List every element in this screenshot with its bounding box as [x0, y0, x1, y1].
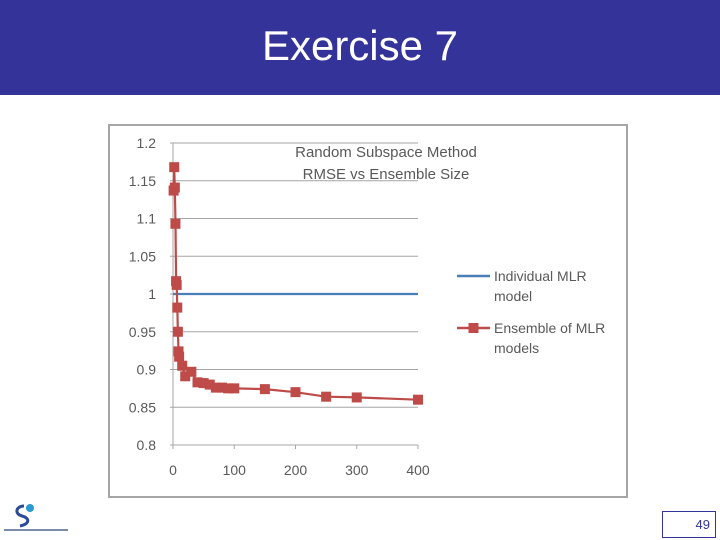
y-tick-label: 1.1: [137, 211, 157, 227]
ensemble-point: [259, 384, 270, 395]
legend-swatch-marker: [468, 323, 479, 333]
ensemble-point: [169, 182, 180, 193]
series: [168, 162, 423, 405]
ensemble-point: [204, 379, 215, 390]
rmse-chart: 1.2 1.15 1.1 1.05 1 0.95 0.9 0.85 0.8 0 100 200 300…: [129, 135, 606, 478]
ensemble-point: [174, 351, 185, 362]
chart-frame: [108, 124, 628, 498]
x-tick-label: 0: [169, 462, 177, 478]
slide-title: Exercise 7: [261, 22, 459, 69]
ensemble-point: [173, 346, 184, 357]
ensemble-point: [186, 366, 197, 377]
ensemble-point: [351, 392, 362, 403]
ensemble-point: [192, 377, 203, 388]
gridlines: [170, 142, 418, 449]
ensemble-point: [210, 382, 221, 393]
ensemble-point: [290, 387, 301, 398]
y-tick-label: 0.85: [129, 399, 156, 415]
ensemble-point: [172, 326, 183, 337]
series-line-ensemble: [172, 167, 419, 401]
logo-icon: [4, 504, 68, 531]
ensemble-point: [177, 360, 188, 371]
x-tick-label: 100: [223, 462, 247, 478]
ensemble-point: [229, 383, 240, 394]
ensemble-point: [169, 162, 180, 173]
chart-title: Random Subspace Method: [295, 144, 477, 161]
legend-label: Individual MLR: [494, 268, 587, 284]
ensemble-point: [172, 302, 183, 313]
y-tick-label: 1.2: [137, 135, 157, 151]
legend-label: Ensemble of MLR: [494, 320, 605, 336]
page-number: 49: [662, 511, 716, 538]
x-tick-label: 300: [345, 462, 369, 478]
x-tick-label: 400: [406, 462, 430, 478]
x-tick-label: 200: [284, 462, 308, 478]
legend: Individual MLR model Ensemble of MLR models: [457, 268, 605, 356]
y-tick-label: 0.95: [129, 324, 156, 340]
y-axis-ticks: 1.2 1.15 1.1 1.05 1 0.95 0.9 0.85 0.8: [129, 135, 156, 453]
slide-header: Exercise 7: [0, 0, 720, 95]
legend-label: models: [494, 340, 539, 356]
ensemble-point: [217, 382, 227, 393]
ensemble-point: [171, 279, 182, 290]
y-tick-label: 0.9: [137, 362, 157, 378]
ensemble-point: [223, 383, 234, 394]
y-tick-label: 0.8: [137, 437, 157, 453]
y-tick-label: 1.05: [129, 248, 156, 264]
ensemble-point: [180, 371, 191, 382]
ensemble-point: [170, 218, 181, 229]
university-logo: [2, 500, 72, 534]
legend-label: model: [494, 288, 532, 304]
y-tick-label: 1.15: [129, 173, 156, 189]
x-axis-ticks: 0 100 200 300 400: [169, 445, 430, 478]
ensemble-point: [413, 394, 423, 405]
chart-subtitle: RMSE vs Ensemble Size: [303, 166, 470, 183]
ensemble-point: [321, 391, 332, 402]
y-tick-label: 1: [148, 286, 156, 302]
ensemble-point: [198, 378, 209, 389]
